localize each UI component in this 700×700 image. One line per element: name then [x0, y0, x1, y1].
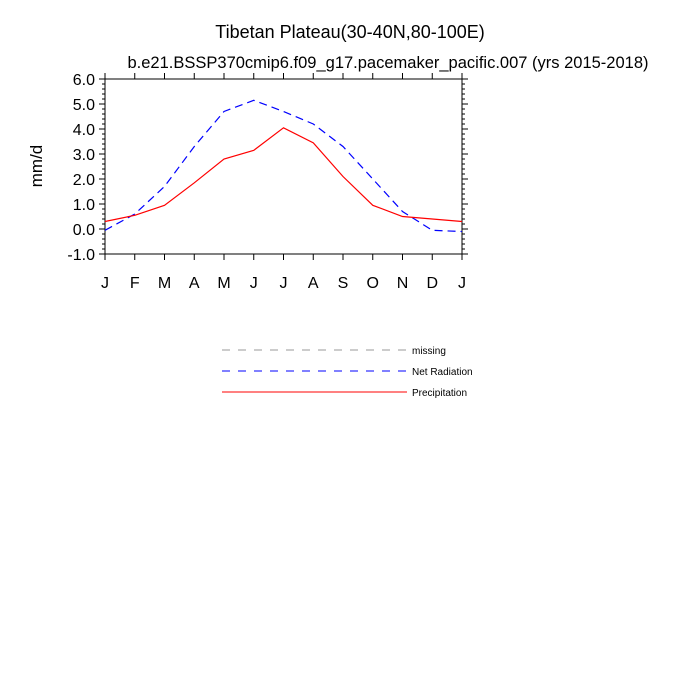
- series-line-net-radiation: [104, 99, 463, 233]
- y-tick-label: 5.0: [73, 97, 95, 114]
- x-tick-label: J: [280, 275, 288, 292]
- x-tick-label: M: [217, 275, 230, 292]
- legend-label-precipitation: Precipitation: [412, 388, 467, 399]
- y-tick-label: 4.0: [73, 122, 95, 139]
- chart-title: Tibetan Plateau(30-40N,80-100E): [215, 22, 485, 42]
- y-tick-label: 6.0: [73, 72, 95, 89]
- x-tick-label: J: [458, 275, 466, 292]
- y-tick-label: 2.0: [73, 172, 95, 189]
- y-tick-label: -1.0: [67, 247, 95, 264]
- y-axis-ticks: -1.0 0.0 1.0 2.0 3.0 4.0 5.0 6.0: [67, 72, 468, 264]
- series-line-precipitation: [104, 127, 463, 223]
- x-tick-label: M: [158, 275, 171, 292]
- y-axis-label: mm/d: [27, 145, 46, 188]
- minor-ticks: [102, 83, 465, 250]
- y-tick-label: 3.0: [73, 147, 95, 164]
- x-tick-label: N: [397, 275, 409, 292]
- y-tick-label: 1.0: [73, 197, 95, 214]
- x-tick-label: S: [338, 275, 349, 292]
- x-tick-label: D: [426, 275, 438, 292]
- series-lines: [104, 99, 463, 233]
- x-tick-label: A: [308, 275, 319, 292]
- legend: missing Net Radiation Precipitation: [222, 346, 473, 399]
- x-tick-label: J: [101, 275, 109, 292]
- chart-subtitle: b.e21.BSSP370cmip6.f09_g17.pacemaker_pac…: [128, 54, 649, 72]
- x-tick-label: F: [130, 275, 140, 292]
- plot-frame: [104, 78, 463, 255]
- legend-label-missing: missing: [412, 346, 446, 357]
- x-tick-label: J: [250, 275, 258, 292]
- legend-label-net-radiation: Net Radiation: [412, 367, 473, 378]
- x-tick-label: A: [189, 275, 200, 292]
- x-tick-label: O: [367, 275, 379, 292]
- y-tick-label: 0.0: [73, 222, 95, 239]
